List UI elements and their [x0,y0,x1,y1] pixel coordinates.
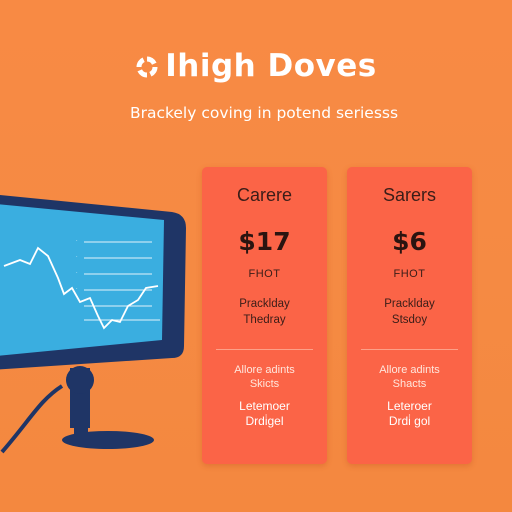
plan-name: Sarers [382,185,436,205]
feature-item: Drdi̇ gol [388,414,431,428]
plan-features-primary: Pracklday Thedray [202,296,327,328]
brand-title: Ihigh Doves [165,48,377,84]
plan-period: FHOT [248,268,281,280]
plan-features-tertiary: Leteroer Drdi̇ gol [347,399,472,429]
plan-features-secondary: Allore adints Skicts [202,363,327,391]
plan-card[interactable]: Sarers $6 FHOT Pracklday Stsdoy Allore a… [347,167,472,464]
plan-card[interactable]: Carere $17 FHOT Pracklday Thedray Allore… [202,167,327,464]
svg-text:·: · [76,238,78,244]
tagline: Brackely coving in potend seriesss [129,104,399,122]
svg-text:·: · [76,270,78,276]
plan-price: $17 [238,227,291,256]
plan-price: $6 [392,227,427,256]
feature-item: Allore adints [379,364,440,376]
card-divider [361,349,458,350]
feature-item: Drdi̇gel [245,414,284,428]
feature-item: Leteroer [387,399,432,413]
feature-item: Skicts [249,378,280,390]
plan-period: FHOT [393,268,426,280]
feature-item: Pracklday [384,298,435,310]
card-divider [216,349,313,350]
svg-text:·: · [76,254,78,260]
plan-features-tertiary: Letemoer Drdi̇gel [202,399,327,429]
feature-item: Thedray [243,314,286,326]
feature-item: Pracklday [239,298,290,310]
feature-item: Shacts [392,378,427,390]
plan-name: Carere [236,185,293,205]
ring-logo-icon [135,51,159,87]
brand-header: Ihigh Doves [0,48,512,87]
feature-item: Allore adints [234,364,295,376]
feature-item: Letemoer [239,399,290,413]
plan-features-secondary: Allore adints Shacts [347,363,472,391]
plan-features-primary: Pracklday Stsdoy [347,296,472,328]
feature-item: Stsdoy [391,314,428,326]
svg-text:·: · [76,286,78,292]
computer-monitor-icon: · · · · [0,190,200,460]
